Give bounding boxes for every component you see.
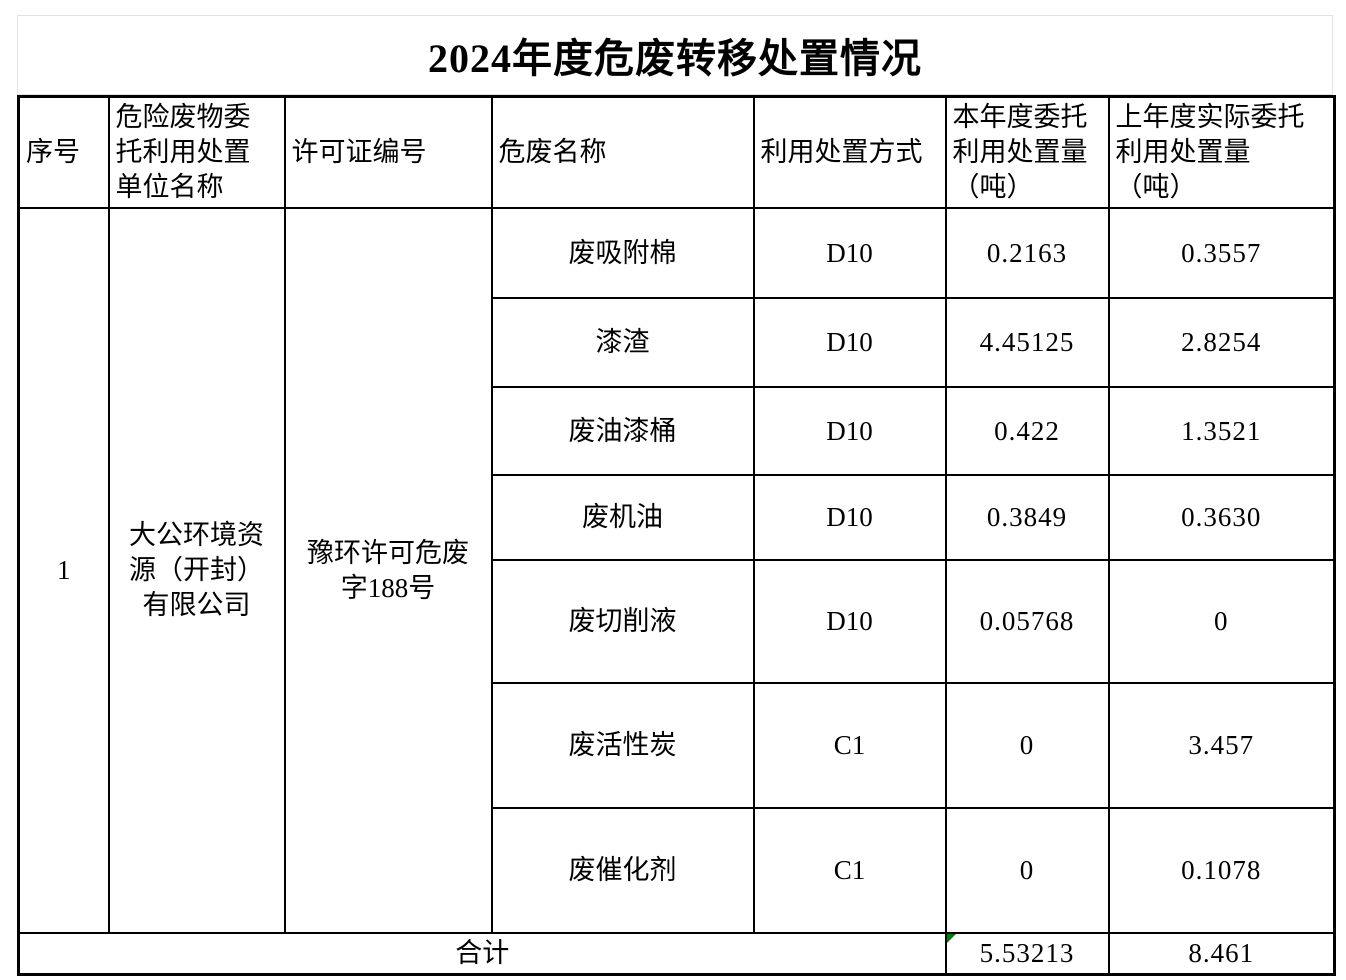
previous-amount-cell: 0.3630	[1107, 474, 1336, 562]
col-header-current: 本年度委托 利用处置量 （吨）	[944, 95, 1110, 210]
table-row: 1 大公环境资 源（开封） 有限公司 豫环许可危废 字188号 废吸附棉 D10…	[17, 207, 1336, 935]
previous-amount-cell: 2.8254	[1107, 297, 1336, 389]
sheet-title-text: 2024年度危废转移处置情况	[428, 36, 922, 81]
table-row: 废油漆桶 D10 0.422 1.3521	[19, 386, 1336, 477]
permit-cell: 豫环许可危废 字188号	[283, 207, 493, 935]
previous-amount-cell: 0	[1107, 559, 1336, 685]
method-cell: D10	[752, 386, 947, 477]
current-amount-cell: 0.05768	[944, 559, 1110, 685]
company-cell: 大公环境资 源（开封） 有限公司	[107, 207, 286, 935]
current-amount-cell: 0.3849	[944, 474, 1110, 562]
current-amount-cell: 0	[944, 807, 1110, 935]
col-header-company: 危险废物委 托利用处置 单位名称	[107, 95, 286, 210]
method-cell: D10	[752, 474, 947, 562]
header-row: 序号 危险废物委 托利用处置 单位名称 许可证编号 危废名称 利用处置方式 本年…	[17, 95, 1336, 210]
serial-cell: 1	[17, 207, 110, 935]
waste-name-cell: 废催化剂	[490, 807, 755, 935]
table-row: 废催化剂 C1 0 0.1078	[19, 807, 1336, 935]
method-cell: D10	[752, 559, 947, 685]
current-amount-cell: 0.2163	[944, 207, 1110, 300]
total-previous-cell: 8.461	[1107, 932, 1336, 976]
table-row: 漆渣 D10 4.45125 2.8254	[19, 297, 1336, 389]
waste-name-cell: 漆渣	[490, 297, 755, 389]
total-row: 合计 5.53213 8.461	[17, 932, 1336, 976]
current-amount-cell: 0	[944, 682, 1110, 810]
total-current-cell: 5.53213	[944, 932, 1110, 976]
previous-amount-cell: 0.3557	[1107, 207, 1336, 300]
sheet-title: 2024年度危废转移处置情况	[17, 15, 1333, 95]
waste-name-cell: 废吸附棉	[490, 207, 755, 300]
table-row: 废切削液 D10 0.05768 0	[19, 559, 1336, 685]
col-header-method: 利用处置方式	[752, 95, 947, 210]
col-header-permit: 许可证编号	[283, 95, 493, 210]
current-amount-cell: 4.45125	[944, 297, 1110, 389]
method-cell: C1	[752, 682, 947, 810]
method-cell: D10	[752, 207, 947, 300]
waste-name-cell: 废机油	[490, 474, 755, 562]
total-current-value: 5.53213	[979, 938, 1075, 969]
col-header-previous: 上年度实际委托 利用处置量 （吨）	[1107, 95, 1336, 210]
waste-name-cell: 废活性炭	[490, 682, 755, 810]
waste-name-cell: 废切削液	[490, 559, 755, 685]
table-row: 废活性炭 C1 0 3.457	[19, 682, 1336, 810]
hazardous-waste-table: 序号 危险废物委 托利用处置 单位名称 许可证编号 危废名称 利用处置方式 本年…	[17, 95, 1336, 977]
previous-amount-cell: 3.457	[1107, 682, 1336, 810]
method-cell: C1	[752, 807, 947, 935]
method-cell: D10	[752, 297, 947, 389]
table-row: 废机油 D10 0.3849 0.3630	[19, 474, 1336, 562]
current-amount-cell: 0.422	[944, 386, 1110, 477]
total-label-cell: 合计	[17, 932, 947, 976]
previous-amount-cell: 1.3521	[1107, 386, 1336, 477]
waste-name-cell: 废油漆桶	[490, 386, 755, 477]
col-header-serial: 序号	[17, 95, 110, 210]
col-header-waste: 危废名称	[490, 95, 755, 210]
error-indicator-icon	[947, 935, 956, 944]
previous-amount-cell: 0.1078	[1107, 807, 1336, 935]
